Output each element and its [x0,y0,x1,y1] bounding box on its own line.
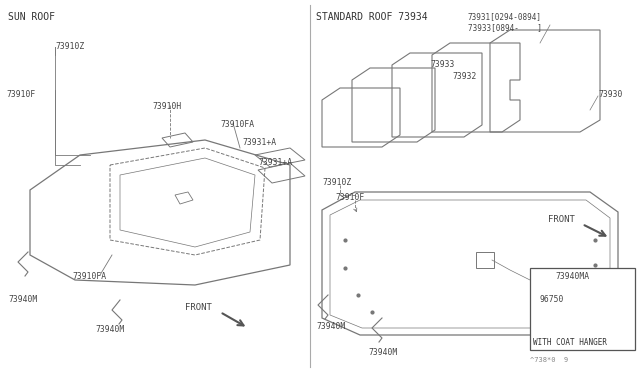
Text: 73931+A: 73931+A [258,158,292,167]
FancyBboxPatch shape [530,268,635,350]
Text: SUN ROOF: SUN ROOF [8,12,55,22]
Text: FRONT: FRONT [185,303,212,312]
Text: 73931+A: 73931+A [242,138,276,147]
Text: 73910H: 73910H [152,102,181,111]
Text: 73940M: 73940M [368,348,397,357]
Text: 73910F: 73910F [6,90,35,99]
Text: 73940MA: 73940MA [555,272,589,281]
Text: 73940M: 73940M [95,325,124,334]
Text: ^738*0  9: ^738*0 9 [530,357,568,363]
Text: 73933: 73933 [430,60,454,69]
Text: 73940M: 73940M [8,295,37,304]
Text: FRONT: FRONT [548,215,575,224]
Text: 73910FA: 73910FA [220,120,254,129]
Text: 73940M: 73940M [316,322,345,331]
Text: 73933[0894-    ]: 73933[0894- ] [468,23,542,32]
Text: 73910Z: 73910Z [55,42,84,51]
Text: 73932: 73932 [452,72,476,81]
Text: 73910Z: 73910Z [322,178,351,187]
Text: STANDARD ROOF 73934: STANDARD ROOF 73934 [316,12,428,22]
Text: 73910F: 73910F [335,193,364,202]
Text: 73910FA: 73910FA [72,272,106,281]
Text: WITH COAT HANGER: WITH COAT HANGER [533,338,607,347]
Text: 96750: 96750 [540,295,564,304]
Text: 73931[0294-0894]: 73931[0294-0894] [468,12,542,21]
Text: 73930: 73930 [598,90,622,99]
